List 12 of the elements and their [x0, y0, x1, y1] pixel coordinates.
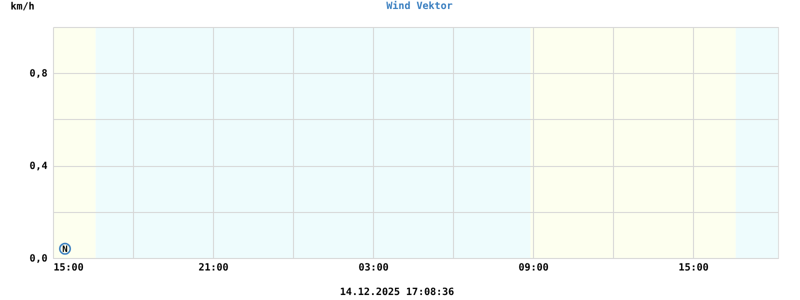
y-axis-title: km/h — [10, 2, 35, 12]
annotation: N — [62, 244, 68, 255]
chart-title: Wind Vektor — [386, 0, 453, 12]
y-tick-label: 0,4 — [29, 161, 48, 172]
x-tick-label: 15:00 — [54, 262, 84, 274]
x-tick-label: 21:00 — [198, 262, 229, 274]
x-tick-label: 15:00 — [678, 262, 709, 274]
x-tick-label: 09:00 — [518, 262, 549, 274]
text: 14.12.2025 17:08:36 — [340, 287, 454, 298]
y-tick-label: 0,8 — [29, 68, 48, 80]
y-tick-label: 0,0 — [29, 254, 48, 264]
x-tick-label: 03:00 — [358, 262, 389, 274]
